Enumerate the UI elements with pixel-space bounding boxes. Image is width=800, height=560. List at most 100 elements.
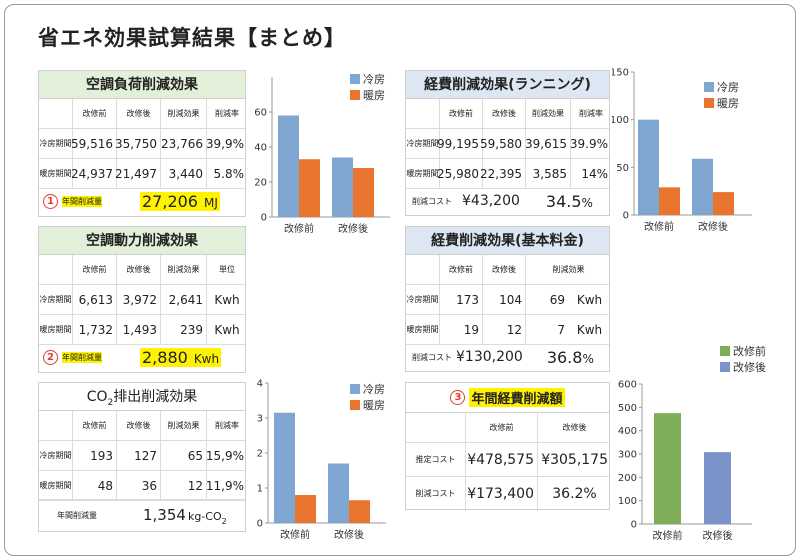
y-tick-label: 50 xyxy=(616,163,629,174)
legend-label: 暖房 xyxy=(717,97,739,110)
row-label: 削減コスト xyxy=(406,477,466,511)
bar-2-1 xyxy=(328,463,349,523)
panel-footer: 2 年間削減量 2,880 Kwh xyxy=(39,343,245,372)
table-row: 暖房 期間 25,980 22,395 3,585 14% xyxy=(406,159,609,189)
y-tick-label: 0 xyxy=(261,213,267,224)
panel-base-cost: 経費削減効果(基本料金) 改修前 改修後 削減効果 冷房 期間 173 104 6… xyxy=(405,226,610,372)
table-cell: 173 xyxy=(440,285,483,314)
heading-text: 年間経費削減額 xyxy=(469,388,565,407)
table-cell: 7 xyxy=(557,322,565,337)
footer-label: 削減コスト xyxy=(412,196,452,206)
panel-heading: 空調動力削減効果 xyxy=(39,227,245,255)
y-tick-label: 4 xyxy=(257,379,263,390)
table-cell: 1,493 xyxy=(117,315,161,344)
y-tick-label: 0 xyxy=(631,520,637,531)
footer-value: 2,880 Kwh xyxy=(140,348,222,367)
legend-swatch xyxy=(720,346,730,356)
table-cell: 19 xyxy=(440,315,483,344)
table-cell: 5.8% xyxy=(213,166,245,181)
legend-swatch xyxy=(350,90,360,100)
table-header-row: 改修前 改修後 削減効果 削減率 xyxy=(406,99,609,129)
col-header: 削減率 xyxy=(579,109,603,118)
x-tick-label: 改修前 xyxy=(653,529,683,542)
bar-2-1 xyxy=(332,157,353,217)
table-cell: 3,972 xyxy=(117,285,161,314)
col-header: 改修前 xyxy=(440,99,483,128)
y-tick-label: 300 xyxy=(618,450,637,461)
panel-co2-reduction: CO2排出削減効果 改修前 改修後 削減効果 削減率 冷房 期間 193 127 … xyxy=(38,382,246,532)
table-header-row: 改修前 改修後 削減効果 xyxy=(406,255,609,285)
table-row: 暖房 期間 1,732 1,493 239 Kwh xyxy=(39,315,245,345)
table-cell: 23,766 xyxy=(161,129,207,158)
footer-label: 年間削減量 xyxy=(62,196,102,207)
x-tick-label: 改修後 xyxy=(334,528,364,541)
number-badge: 3 xyxy=(450,390,466,405)
footer-value: ¥130,200 xyxy=(456,349,523,365)
table-cell: 127 xyxy=(117,441,161,470)
panel-heading: 経費削減効果(基本料金) xyxy=(406,227,609,255)
row-label: 暖房 期間 xyxy=(406,159,440,188)
x-tick-label: 改修前 xyxy=(284,222,314,235)
bar-2-2 xyxy=(353,168,374,217)
bar-1-1 xyxy=(274,412,295,523)
table-header-row: 改修前 改修後 削減効果 単位 xyxy=(39,255,245,285)
table-cell: 35,750 xyxy=(115,129,161,158)
panel-annual-cost: 3 年間経費削減額 改修前 改修後 推定コスト ¥478,575 ¥305,17… xyxy=(405,382,610,511)
table-header-row: 改修前 改修後 削減効果 削減率 xyxy=(39,411,245,441)
table-header-row: 改修前 改修後 削減効果 削減率 xyxy=(39,99,245,129)
row-label: 冷房 期間 xyxy=(39,441,73,470)
table-cell: 6,613 xyxy=(73,285,117,314)
table-cell: 11,9% xyxy=(205,478,244,493)
row-label: 冷房 期間 xyxy=(406,129,440,158)
panel-power-reduction: 空調動力削減効果 改修前 改修後 削減効果 単位 冷房 期間 6,613 3,97… xyxy=(38,226,246,373)
col-header: 改修前 xyxy=(466,413,538,442)
table-row: 冷房 期間 6,613 3,972 2,641 Kwh xyxy=(39,285,245,315)
y-tick-label: 150 xyxy=(612,68,629,79)
col-header: 改修後 xyxy=(483,255,526,284)
x-tick-label: 改修後 xyxy=(703,529,733,542)
table-cell: 12 xyxy=(483,315,526,344)
x-tick-label: 改修後 xyxy=(338,222,368,235)
panel-load-reduction: 空調負荷削減効果 改修前 改修後 削減効果 削減率 冷房 期間 59,516 35… xyxy=(38,70,246,217)
x-tick-label: 改修前 xyxy=(280,528,310,541)
table-row: 暖房 期間 48 36 12 11,9% xyxy=(39,471,245,501)
panel-heading: CO2排出削減効果 xyxy=(39,383,245,411)
row-label: 推定コスト xyxy=(406,443,466,476)
y-tick-label: 3 xyxy=(257,414,263,425)
y-tick-label: 60 xyxy=(254,108,267,119)
table-cell: Kwh xyxy=(214,322,240,337)
col-header: 改修前 xyxy=(73,255,117,284)
table-cell: Kwh xyxy=(576,322,603,337)
row-label: 暖房 期間 xyxy=(406,315,440,344)
number-badge: 1 xyxy=(43,194,58,209)
bar-1-1 xyxy=(654,413,681,524)
panel-heading: 経費削減効果(ランニング) xyxy=(406,71,609,99)
col-header: 改修後 xyxy=(483,99,526,128)
table-row: 暖房 期間 24,937 21,497 3,440 5.8% xyxy=(39,159,245,189)
footer-value: ¥43,200 xyxy=(462,193,520,209)
row-label: 冷房 期間 xyxy=(39,129,73,158)
table-cell: ¥305,175 xyxy=(541,451,608,468)
table-cell: 2,641 xyxy=(161,285,207,314)
legend-label: 冷房 xyxy=(363,383,385,396)
legend-swatch xyxy=(704,82,714,92)
y-tick-label: 40 xyxy=(254,143,267,154)
table-cell: 3,440 xyxy=(161,159,207,188)
table-cell: 24,937 xyxy=(71,159,117,188)
col-header: 削減率 xyxy=(215,109,239,118)
panel-footer: 年間削減量 1,354 kg-CO2 xyxy=(39,499,245,531)
row-label: 暖房 期間 xyxy=(39,315,73,344)
footer-label: 年間削減量 xyxy=(62,352,102,363)
col-header: 削減効果 xyxy=(552,265,585,274)
col-header: 削減効果 xyxy=(161,411,207,440)
panel-footer: 削減コスト ¥43,200 34.5% xyxy=(406,187,609,215)
bar-1-2 xyxy=(659,187,680,215)
bar-1-1 xyxy=(278,115,299,217)
table-row: 冷房 期間 173 104 69 Kwh xyxy=(406,285,609,315)
table-row: 冷房 期間 193 127 65 15,9% xyxy=(39,441,245,471)
table-cell: Kwh xyxy=(214,292,240,307)
